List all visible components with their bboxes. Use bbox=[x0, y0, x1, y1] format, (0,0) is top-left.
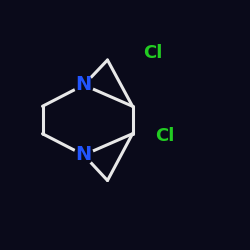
Circle shape bbox=[74, 146, 93, 165]
Text: N: N bbox=[76, 146, 92, 165]
Circle shape bbox=[74, 76, 93, 94]
Text: N: N bbox=[76, 76, 92, 94]
Circle shape bbox=[141, 41, 164, 64]
Text: Cl: Cl bbox=[155, 127, 175, 145]
Text: Cl: Cl bbox=[143, 44, 162, 62]
Circle shape bbox=[154, 125, 176, 148]
